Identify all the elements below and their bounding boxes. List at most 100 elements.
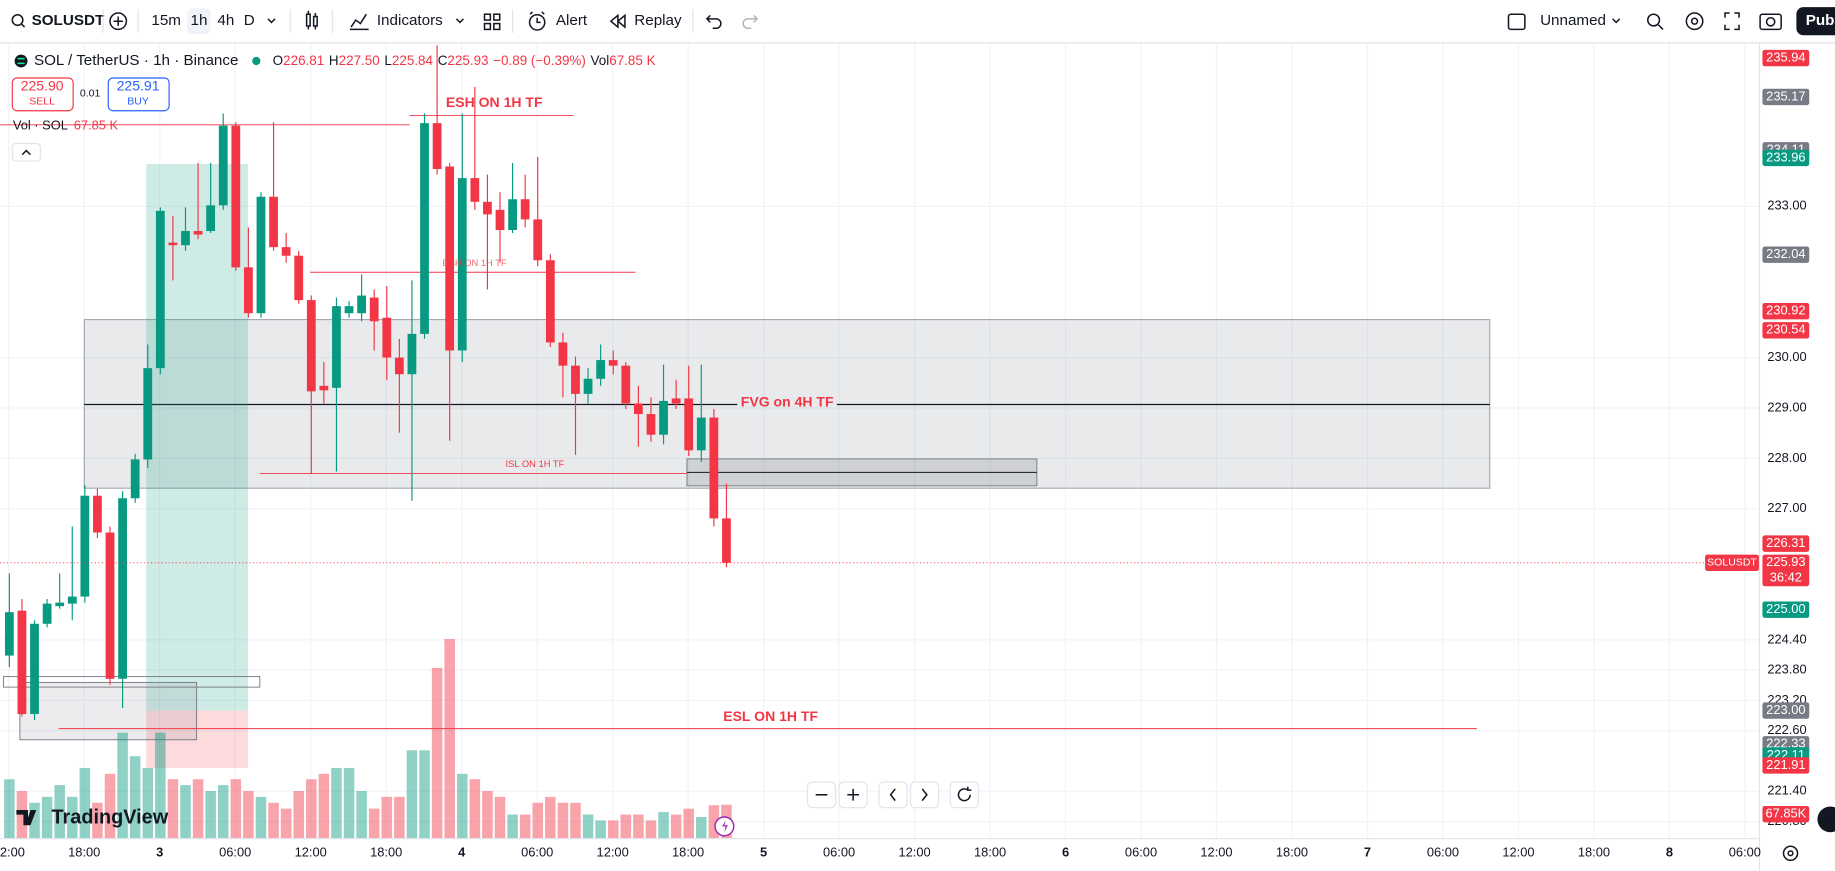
collapse-button[interactable]: [11, 142, 41, 162]
sell-label[interactable]: SELL: [29, 96, 55, 108]
volume-bar: [142, 767, 154, 839]
plus-icon: [109, 12, 128, 31]
nav-controls: [714, 781, 979, 837]
interval[interactable]: D: [244, 12, 255, 29]
last-price-tag: [1762, 554, 1810, 587]
snapshot-button[interactable]: [1759, 13, 1782, 31]
interval-menu[interactable]: [267, 18, 276, 24]
redo-button[interactable]: [742, 14, 759, 30]
volume-bar: [545, 796, 556, 839]
volume-bar: [79, 767, 91, 839]
candle-body: [558, 342, 568, 366]
interval[interactable]: 1h: [190, 12, 207, 29]
indicators-label[interactable]: Indicators: [377, 12, 443, 29]
x-tick-label: 06:00: [521, 845, 553, 860]
symbol[interactable]: SOLUSDT: [32, 12, 105, 29]
volume-bar: [444, 638, 455, 839]
layouts-button[interactable]: [483, 13, 501, 31]
volume-bar: [683, 808, 694, 839]
compare-button[interactable]: [109, 12, 128, 31]
chart-type[interactable]: [305, 10, 318, 30]
x-tick-label: 18:00: [370, 845, 402, 860]
volume-bar: [217, 785, 229, 839]
symbol-search[interactable]: SOLUSDT: [11, 12, 105, 29]
buy-button[interactable]: [107, 77, 170, 112]
candle-body: [357, 295, 367, 314]
annotation[interactable]: ISL ON 1H TF: [506, 459, 565, 469]
alert-button[interactable]: Alert: [528, 11, 588, 31]
collapse-icon: [21, 149, 31, 156]
scroll-right[interactable]: [909, 781, 940, 809]
side-button[interactable]: [1817, 806, 1835, 833]
volume-bar: [167, 779, 179, 839]
candle-body: [646, 414, 656, 435]
price-tag: [1762, 702, 1810, 719]
symbol-tag-label: SOLUSDT: [1707, 557, 1757, 569]
fullscreen-button[interactable]: [1724, 12, 1740, 31]
y-tick-label: 230.00: [1767, 349, 1806, 364]
range-box[interactable]: [3, 676, 261, 688]
alert-label[interactable]: Alert: [556, 12, 588, 29]
indicators-button[interactable]: Indicators: [349, 12, 443, 31]
x-tick-label: 06:00: [1427, 845, 1459, 860]
volume-bar: [708, 805, 720, 839]
candle-body: [684, 398, 694, 451]
sell-button[interactable]: [11, 77, 74, 112]
drawings: [0, 114, 1491, 768]
indicators-menu[interactable]: [455, 18, 464, 24]
replay-button[interactable]: Replay: [609, 12, 682, 29]
interval[interactable]: 4h: [217, 12, 234, 29]
quick-search[interactable]: [1646, 13, 1664, 30]
candle-body: [633, 403, 643, 415]
layout-checkbox[interactable]: [1507, 13, 1526, 31]
interval[interactable]: 15m: [151, 12, 181, 29]
buy-label[interactable]: BUY: [127, 96, 149, 108]
candle-body: [596, 360, 606, 379]
range-box[interactable]: [19, 681, 198, 741]
candle-body: [130, 459, 140, 499]
sell-price[interactable]: 225.90: [21, 77, 64, 93]
publish-label[interactable]: Publ: [1806, 12, 1835, 29]
publish-button[interactable]: [1796, 7, 1835, 36]
volume-bar: [306, 779, 317, 839]
buy-price[interactable]: 225.91: [117, 77, 160, 93]
volume-bar: [54, 785, 65, 839]
settings-button[interactable]: [1685, 12, 1704, 31]
volume-bar: [243, 790, 254, 839]
icon: [889, 788, 896, 802]
candle-body: [445, 166, 455, 351]
undo-button[interactable]: [705, 14, 722, 30]
candle-body: [495, 209, 505, 231]
quantity[interactable]: 0.01: [80, 88, 101, 100]
long-stop-zone[interactable]: [146, 710, 249, 768]
axis-settings[interactable]: [1782, 845, 1799, 862]
reset-chart[interactable]: [949, 781, 979, 809]
y-tick-label: 221.40: [1767, 783, 1806, 798]
symbol-title[interactable]: SOL / TetherUS · 1h · Binance: [34, 52, 239, 69]
candle-body: [193, 231, 203, 235]
search-icon: [11, 14, 24, 27]
candle-body: [457, 178, 467, 351]
x-tick-label: 8: [1666, 845, 1673, 860]
layout-menu[interactable]: [1612, 18, 1621, 24]
ohlc: O226.81 H227.50 L225.84 C225.93 −0.89 (−0.39…: [273, 53, 656, 68]
annotation[interactable]: FVG on 4H TF: [741, 393, 834, 409]
price-tag: [1762, 757, 1810, 774]
x-tick-label: 06:00: [219, 845, 251, 860]
y-tick-label: 222.60: [1767, 722, 1806, 737]
layout-name[interactable]: Unnamed: [1540, 12, 1606, 29]
candle-body: [256, 196, 266, 314]
annotation[interactable]: ESH ON 1H TF: [442, 258, 507, 268]
tv-logo: [30, 809, 36, 815]
icon: [1787, 850, 1794, 857]
scroll-left[interactable]: [878, 781, 908, 809]
volume-bar: [645, 820, 657, 839]
annotation[interactable]: ESL ON 1H TF: [723, 708, 818, 724]
candle-body: [281, 247, 291, 256]
annotation[interactable]: ESH ON 1H TF: [446, 94, 543, 110]
x-tick-label: 5: [760, 845, 767, 860]
replay-label[interactable]: Replay: [634, 12, 682, 29]
volume-bar: [368, 808, 380, 839]
candle-body: [696, 417, 706, 451]
